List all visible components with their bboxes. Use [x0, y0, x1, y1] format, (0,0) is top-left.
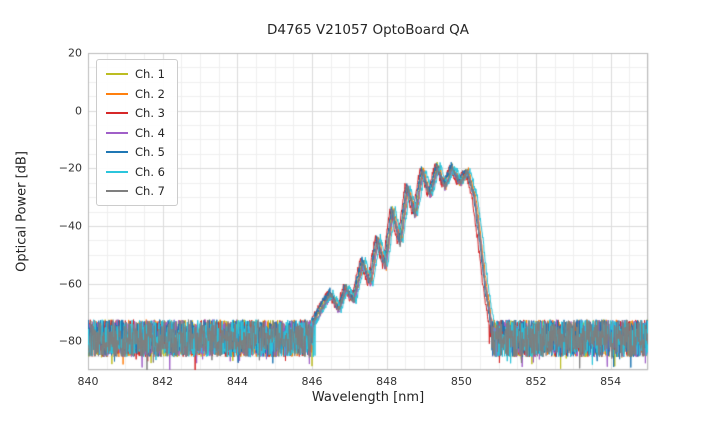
legend-label: Ch. 5 — [135, 145, 165, 159]
legend-item: Ch. 7 — [106, 184, 165, 198]
legend-item: Ch. 4 — [106, 126, 165, 140]
legend-label: Ch. 1 — [135, 67, 165, 81]
legend-label: Ch. 7 — [135, 184, 165, 198]
legend-line-sample — [106, 151, 128, 153]
legend-label: Ch. 3 — [135, 106, 165, 120]
legend-line-sample — [106, 190, 128, 192]
chart-title: D4765 V21057 OptoBoard QA — [266, 22, 470, 38]
y-axis-label: Optical Power [dB] — [14, 151, 30, 272]
legend-line-sample — [106, 73, 128, 75]
legend-item: Ch. 5 — [106, 145, 165, 159]
legend-label: Ch. 2 — [135, 86, 165, 101]
legend-item: Ch. 2 — [106, 87, 165, 101]
legend-item: Ch. 6 — [106, 165, 165, 179]
legend-line-sample — [106, 170, 128, 173]
legend-item: Ch. 3 — [106, 106, 165, 120]
legend-label: Ch. 6 — [135, 164, 165, 179]
legend-label: Ch. 4 — [135, 125, 165, 140]
x-axis-label: Wavelength [nm] — [311, 390, 425, 405]
legend-item: Ch. 1 — [106, 67, 165, 81]
legend-line-sample — [106, 112, 128, 114]
legend-line-sample — [106, 92, 128, 95]
legend-line-sample — [106, 131, 128, 134]
legend: Ch. 1 Ch. 2 Ch. 3 Ch. 4 Ch. 5 Ch. 6 Ch. 7 — [96, 59, 178, 206]
